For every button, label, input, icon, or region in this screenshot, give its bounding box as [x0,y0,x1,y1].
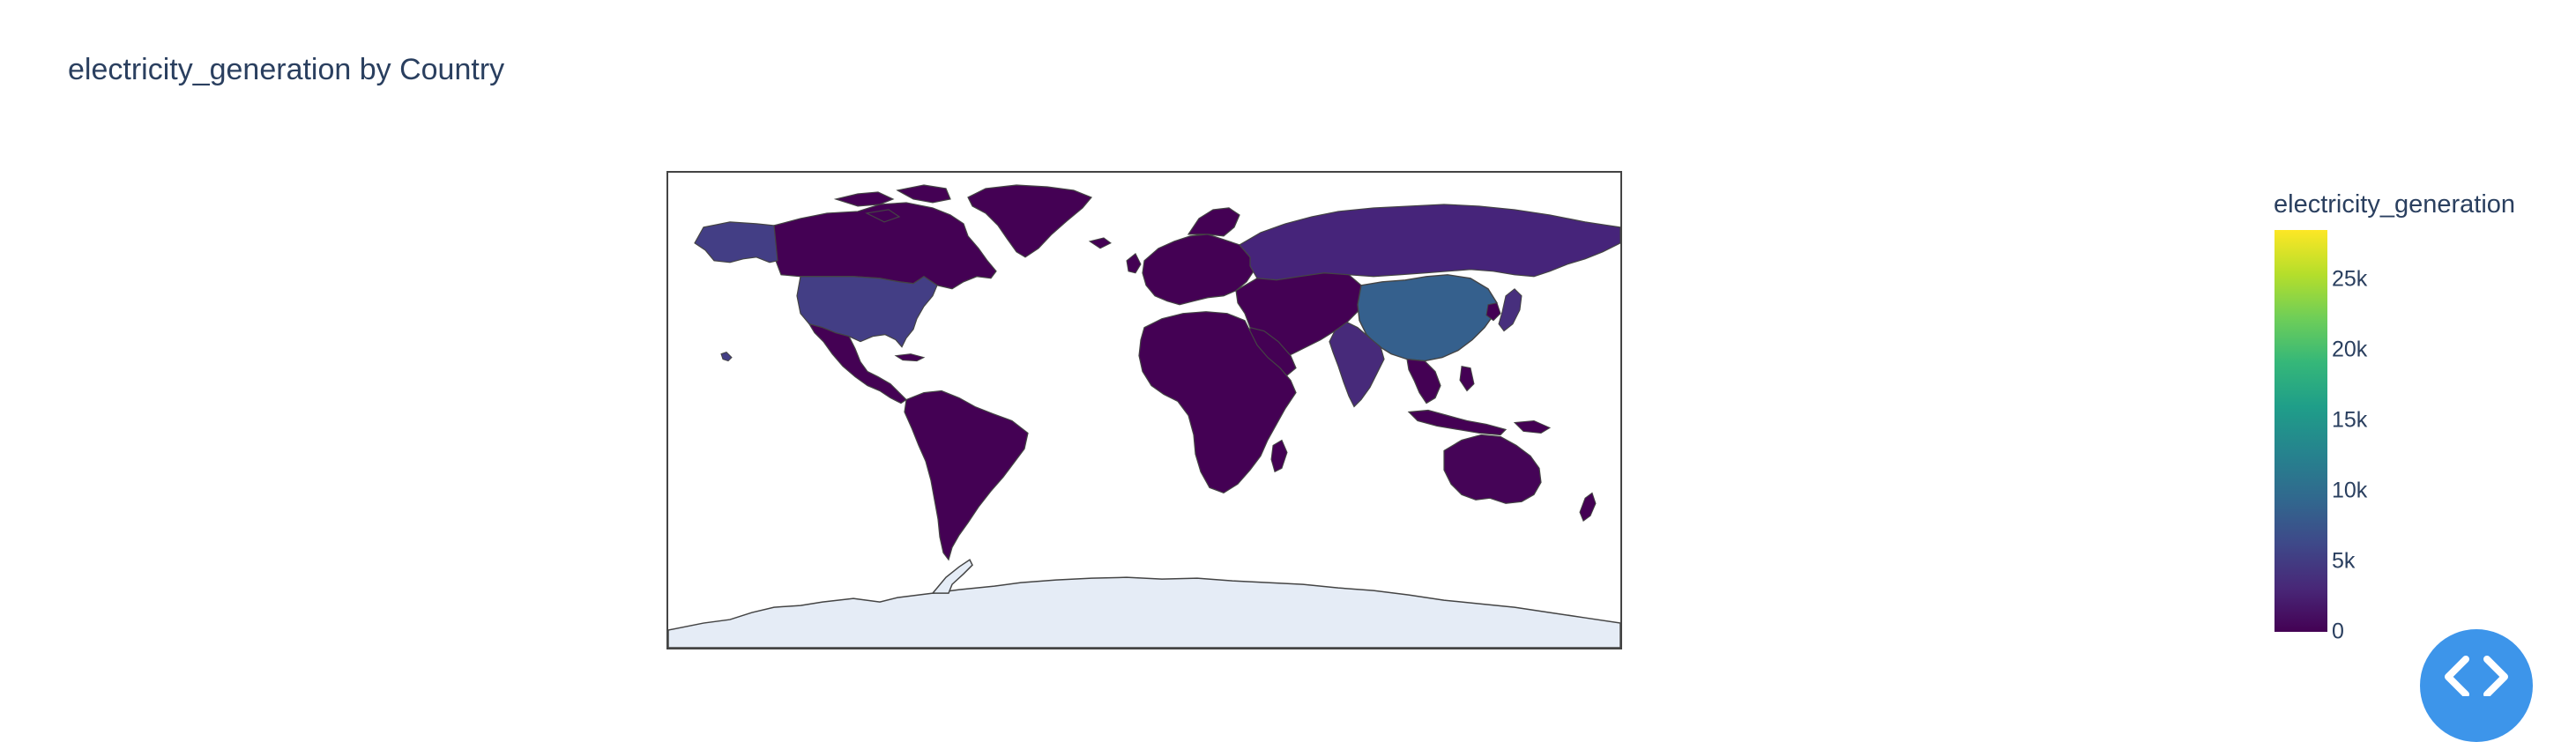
map-svg [668,184,1620,648]
region-philippines [1459,365,1475,392]
region-papua [1513,419,1552,434]
region-iceland [1088,237,1112,249]
chart-title: electricity_generation by Country [68,53,505,86]
region-south-america[interactable] [904,390,1029,561]
region-alaska[interactable] [694,221,778,263]
region-new-zealand [1579,492,1597,523]
colorbar-tick-label: 10k [2332,478,2368,503]
region-africa[interactable] [1138,311,1297,493]
region-madagascar [1270,439,1288,473]
region-southeast-asia [1406,358,1441,404]
region-japan[interactable] [1498,288,1523,332]
colorbar-tick-label: 25k [2332,266,2368,292]
region-uk [1126,253,1142,274]
region-europe[interactable] [1142,234,1254,306]
colorbar-tick-label: 0 [2332,619,2344,644]
code-button[interactable] [2420,629,2533,742]
region-antarctic-peninsula [931,559,973,594]
world-map[interactable] [666,171,1622,649]
region-caribbean [894,353,926,362]
region-greenland[interactable] [967,184,1092,258]
colorbar-tick-label: 5k [2332,548,2356,574]
region-hawaii [720,352,733,362]
colorbar-tick-label: 20k [2332,337,2368,362]
region-korea [1485,302,1501,322]
region-australia[interactable] [1443,434,1542,504]
colorbar-tick-label: 15k [2332,407,2368,433]
region-russia[interactable] [1239,204,1620,281]
region-indonesia [1407,409,1508,436]
colorbar [2274,230,2327,632]
code-icon [2445,656,2508,696]
region-india[interactable] [1329,321,1385,408]
region-antarctica[interactable] [668,576,1620,648]
region-scandinavia [1187,207,1240,237]
region-arctic-islands [833,184,951,223]
colorbar-title: electricity_generation [2274,190,2516,219]
